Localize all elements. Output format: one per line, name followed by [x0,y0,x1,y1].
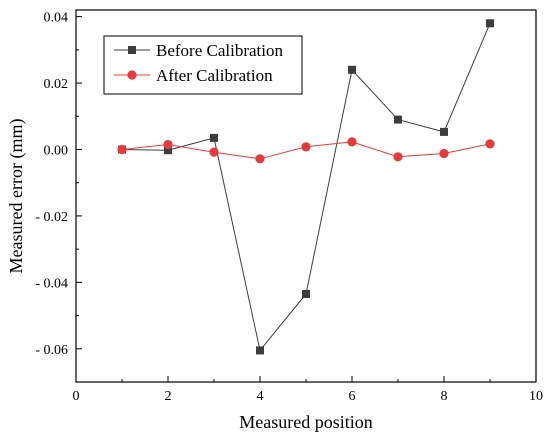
legend-box [103,35,303,95]
legend-label-1: After Calibration [156,66,273,85]
y-axis-title: Measured error (mm) [6,119,27,274]
x-tick-label: 0 [73,389,80,404]
data-point-square [256,346,264,355]
plot-area [117,19,495,355]
x-tick-label: 8 [441,389,448,404]
y-tick-label: 0.00 [44,144,69,159]
data-point-circle [347,137,357,147]
legend: Before Calibration After Calibration [103,35,303,95]
data-point-square [394,115,402,124]
x-tick-label: 4 [257,389,264,404]
data-point-square [302,289,310,298]
data-point-circle [163,139,173,150]
data-point-square [164,146,172,155]
data-point-square [440,127,448,136]
data-point-square [348,65,356,74]
y-tick-label: - 0.02 [35,210,68,225]
data-point-square [210,133,218,142]
data-point-circle [485,139,495,149]
data-point-circle [301,142,311,152]
y-tick-label: 0.04 [44,11,69,26]
data-point-circle [393,152,403,162]
x-tick-label: 10 [529,389,543,404]
legend-marker-circle [127,70,137,80]
data-point-circle [209,147,219,157]
x-tick-label: 6 [349,389,356,404]
data-point-circle [117,144,127,155]
legend-label-0: Before Calibration [156,41,283,60]
y-tick-label: - 0.06 [35,343,68,358]
y-tick-label: 0.02 [44,77,69,92]
x-tick-label: 2 [165,389,172,404]
data-point-circle [439,148,449,159]
data-point-square [486,19,494,28]
axes: 0 2 4 6 8 10 - 0.06 - 0.04 - 0.02 0.00 0.02 0.04 [35,9,543,404]
data-point-circle [255,154,265,164]
legend-marker-square [128,46,136,54]
x-axis-title: Measured position [239,412,372,432]
y-tick-label: - 0.04 [35,276,68,291]
